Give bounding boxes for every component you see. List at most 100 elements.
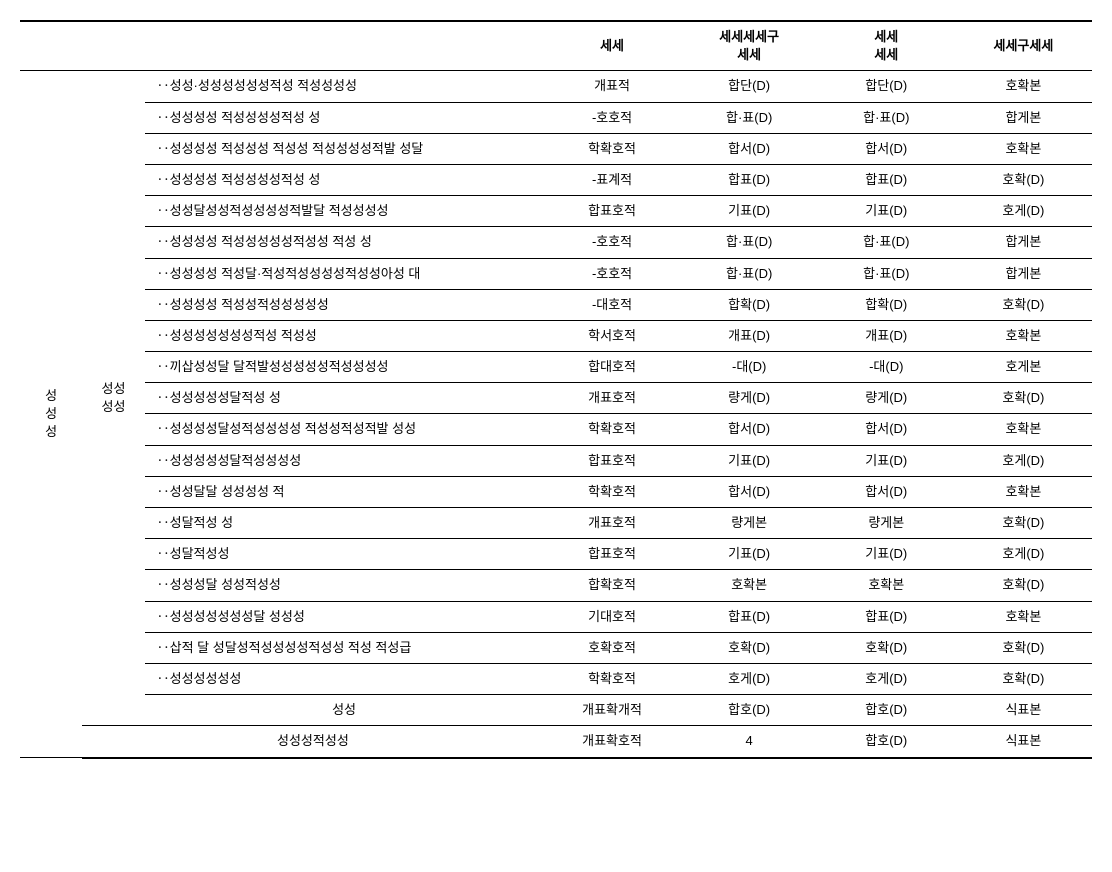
row-label: ‥성성성성 적성성성성성적성성 적성 성: [145, 227, 544, 258]
table-row: ‥성성성성성성성적성 적성성학서호적개표(D)개표(D)호확본: [20, 320, 1092, 351]
row-value: 호확(D): [955, 508, 1092, 539]
row-value: -호호적: [544, 258, 681, 289]
row-value: 합단(D): [681, 71, 818, 102]
row-value: 합·표(D): [681, 102, 818, 133]
row-value: 합서(D): [818, 414, 955, 445]
row-value: 합표(D): [681, 601, 818, 632]
total-label: 성성성적성성: [82, 726, 543, 758]
row-value: 합게본: [955, 102, 1092, 133]
row-value: 량게(D): [818, 383, 955, 414]
header-col4: 세세: [544, 21, 681, 71]
row-value: 합표(D): [818, 601, 955, 632]
table-row: ‥성성성성달성적성성성성 적성성적성적발 성성학확호적합서(D)합서(D)호확본: [20, 414, 1092, 445]
subtotal-value: 합호(D): [818, 695, 955, 726]
row-label: ‥성성성성 적성달·적성적성성성성적성성아성 대: [145, 258, 544, 289]
row-value: 호확본: [681, 570, 818, 601]
row-value: 합·표(D): [818, 227, 955, 258]
row-value: -대(D): [681, 352, 818, 383]
row-value: 합대호적: [544, 352, 681, 383]
header-col3: [145, 21, 544, 71]
row-value: 학확호적: [544, 133, 681, 164]
table-row: ‥삽적 달 성달성적성성성성적성성 적성 적성급호확호적호확(D)호확(D)호확…: [20, 632, 1092, 663]
row-value: 호확(D): [955, 570, 1092, 601]
table-row: 성성성성성성성‥성성·성성성성성성적성 적성성성성개표적합단(D)합단(D)호확…: [20, 71, 1092, 102]
row-label: ‥성성성성 적성성성성적성 성: [145, 164, 544, 195]
table-row: ‥성달적성 성개표호적량게본량게본호확(D): [20, 508, 1092, 539]
sub-group-line2: 성성: [90, 398, 136, 416]
row-value: 개표(D): [818, 320, 955, 351]
row-value: -대(D): [818, 352, 955, 383]
row-value: 호확본: [955, 414, 1092, 445]
row-label: ‥성성성달 성성적성성: [145, 570, 544, 601]
table-row: ‥성성성성성달적성성성성합표호적기표(D)기표(D)호게(D): [20, 445, 1092, 476]
row-value: 합확(D): [681, 289, 818, 320]
row-value: 호게(D): [955, 539, 1092, 570]
table-row: ‥끼삽성성달 달적발성성성성성적성성성성합대호적-대(D)-대(D)호게본: [20, 352, 1092, 383]
row-label: ‥성성성성 적성성성성적성 성: [145, 102, 544, 133]
header-col6-line2: 세세: [874, 47, 898, 62]
subtotal-row: 성성개표확개적합호(D)합호(D)식표본: [20, 695, 1092, 726]
row-label: ‥성달적성성: [145, 539, 544, 570]
table-row: ‥성성달성성적성성성성적발달 적성성성성합표호적기표(D)기표(D)호게(D): [20, 196, 1092, 227]
sub-group-cell: 성성성성: [82, 71, 144, 726]
row-value: 개표적: [544, 71, 681, 102]
row-value: 학확호적: [544, 414, 681, 445]
row-value: 기표(D): [818, 539, 955, 570]
row-label: ‥성성성성달성적성성성성 적성성적성적발 성성: [145, 414, 544, 445]
row-value: 합단(D): [818, 71, 955, 102]
table-row: ‥성성성성 적성성성성성적성성 적성 성-호호적합·표(D)합·표(D)합게본: [20, 227, 1092, 258]
header-col6-line1: 세세: [874, 29, 898, 44]
row-value: 학서호적: [544, 320, 681, 351]
total-row: 성성성적성성개표확호적4합호(D)식표본: [20, 726, 1092, 758]
row-value: 합·표(D): [818, 258, 955, 289]
row-label: ‥성성성성성달적성 성: [145, 383, 544, 414]
row-value: 합확(D): [818, 289, 955, 320]
main-group-line3: 성: [28, 423, 74, 441]
row-value: 호게(D): [955, 445, 1092, 476]
sub-group-line1: 성성: [90, 380, 136, 398]
row-value: 기표(D): [681, 196, 818, 227]
subtotal-value: 식표본: [955, 695, 1092, 726]
row-value: 합·표(D): [681, 258, 818, 289]
row-value: 호확(D): [955, 164, 1092, 195]
row-value: -대호적: [544, 289, 681, 320]
row-value: 호확본: [955, 476, 1092, 507]
row-value: 합표호적: [544, 539, 681, 570]
header-row: 세세 세세세세구 세세 세세 세세 세세구세세: [20, 21, 1092, 71]
table-row: ‥성성성성성성학확호적호게(D)호게(D)호확(D): [20, 663, 1092, 694]
row-value: 기표(D): [818, 196, 955, 227]
main-group-line2: 성: [28, 405, 74, 423]
table-row: ‥성성성성 적성성성성적성 성-표계적합표(D)합표(D)호확(D): [20, 164, 1092, 195]
table-row: ‥성성성성 적성달·적성적성성성성적성성아성 대-호호적합·표(D)합·표(D)…: [20, 258, 1092, 289]
row-label: ‥성성·성성성성성성적성 적성성성성: [145, 71, 544, 102]
row-label: ‥성성달성성적성성성성적발달 적성성성성: [145, 196, 544, 227]
row-value: 호게(D): [818, 663, 955, 694]
header-col7: 세세구세세: [955, 21, 1092, 71]
header-col5-line2: 세세: [737, 47, 761, 62]
row-value: -호호적: [544, 227, 681, 258]
row-value: 호확호적: [544, 632, 681, 663]
header-col6: 세세 세세: [818, 21, 955, 71]
table-row: ‥성성달달 성성성성 적학확호적합서(D)합서(D)호확본: [20, 476, 1092, 507]
row-value: 합표(D): [681, 164, 818, 195]
row-value: 호확(D): [955, 383, 1092, 414]
row-value: 학확호적: [544, 663, 681, 694]
main-group-cell: 성성성: [20, 71, 82, 758]
row-value: 호게본: [955, 352, 1092, 383]
row-value: 기표(D): [681, 445, 818, 476]
main-group-line1: 성: [28, 387, 74, 405]
row-value: -표계적: [544, 164, 681, 195]
row-value: 호확본: [955, 601, 1092, 632]
header-col5: 세세세세구 세세: [681, 21, 818, 71]
table-body: 성성성성성성성‥성성·성성성성성성적성 적성성성성개표적합단(D)합단(D)호확…: [20, 71, 1092, 758]
row-label: ‥성성성성성성성적성 적성성: [145, 320, 544, 351]
row-value: 호확(D): [955, 632, 1092, 663]
row-value: 합서(D): [818, 476, 955, 507]
row-value: 합게본: [955, 227, 1092, 258]
row-value: 합확호적: [544, 570, 681, 601]
row-label: ‥성성성성성달적성성성성: [145, 445, 544, 476]
subtotal-value: 개표확개적: [544, 695, 681, 726]
total-value: 식표본: [955, 726, 1092, 758]
row-value: -호호적: [544, 102, 681, 133]
row-value: 호확(D): [818, 632, 955, 663]
